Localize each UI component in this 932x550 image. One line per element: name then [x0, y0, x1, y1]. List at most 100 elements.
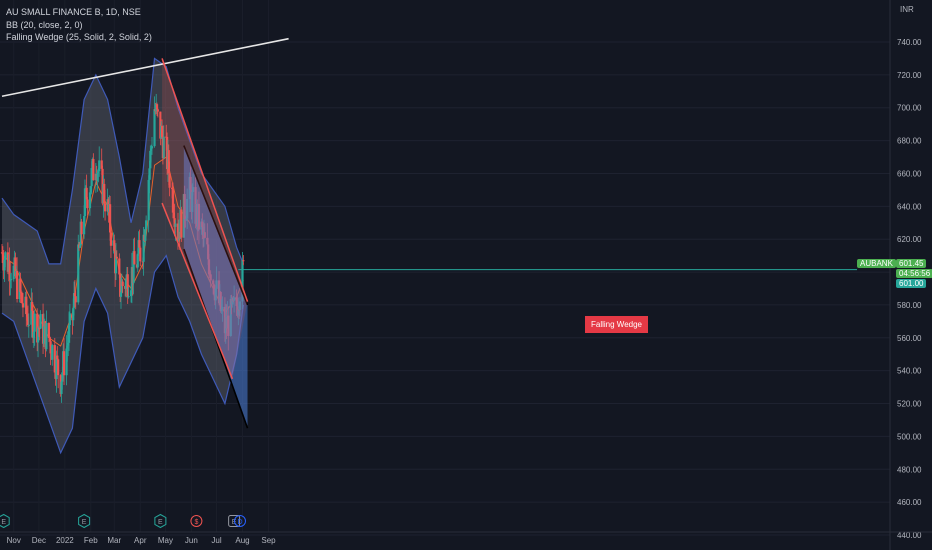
- candle-body: [96, 172, 99, 181]
- symbol-title[interactable]: AU SMALL FINANCE B, 1D, NSE: [6, 7, 141, 17]
- candle-body: [241, 260, 244, 302]
- candle-body: [167, 150, 170, 174]
- x-tick-label: Aug: [235, 536, 249, 545]
- wedge-upper-line: [161, 58, 249, 302]
- candle-body: [10, 279, 13, 281]
- candle-body: [45, 323, 48, 350]
- candle-body: [162, 136, 165, 159]
- candle-body: [176, 223, 180, 241]
- candle-body: [142, 234, 145, 262]
- x-tick-label: Mar: [107, 536, 121, 545]
- y-tick-label: 500.00: [897, 432, 922, 441]
- candle-body: [67, 325, 71, 343]
- bb-indicator-label[interactable]: BB (20, close, 2, 0): [6, 19, 83, 30]
- candle-body: [86, 199, 89, 209]
- candle-body: [83, 215, 86, 235]
- candle-body: [129, 290, 133, 297]
- candle-body: [98, 160, 101, 172]
- candle-body: [3, 259, 6, 271]
- candle-body: [159, 111, 162, 139]
- candle-body: [25, 296, 28, 315]
- y-tick-label: 540.00: [897, 367, 922, 376]
- candle-body: [126, 274, 129, 298]
- candle-body: [61, 372, 64, 382]
- candle-body: [113, 240, 116, 251]
- candle-body: [180, 209, 183, 238]
- x-tick-label: 2022: [56, 536, 74, 545]
- candle-body: [65, 348, 68, 376]
- candle-body: [155, 104, 159, 110]
- candle-body: [149, 150, 152, 169]
- candle-body: [124, 278, 128, 289]
- y-tick-label: 620.00: [897, 235, 922, 244]
- y-tick-label: 740.00: [897, 38, 922, 47]
- candle-body: [150, 146, 154, 149]
- candle-body: [138, 240, 141, 248]
- event-icon-letter: E: [82, 519, 87, 526]
- falling-wedge-label: Falling Wedge: [585, 316, 648, 333]
- candle-body: [30, 301, 33, 325]
- candle-body: [9, 280, 12, 282]
- candle-body: [132, 251, 135, 284]
- x-tick-label: Jun: [185, 536, 198, 545]
- y-tick-label: 720.00: [897, 71, 922, 80]
- d-event-icon: [233, 515, 246, 527]
- wedge-lower-line: [161, 202, 234, 380]
- channel-fill: [183, 145, 248, 429]
- candle-body: [33, 313, 36, 332]
- candle-body: [21, 292, 24, 304]
- candle-body: [31, 310, 35, 338]
- candle-body: [103, 203, 107, 212]
- candle-body: [39, 314, 42, 329]
- candle-body: [20, 291, 23, 293]
- candle-body: [115, 256, 118, 259]
- wedge-indicator-label[interactable]: Falling Wedge (25, Solid, 2, Solid, 2): [6, 32, 152, 42]
- countdown-tag: 04:56:56: [896, 269, 932, 278]
- x-tick-label: Sep: [261, 536, 276, 545]
- candle-body: [160, 125, 164, 138]
- candle-body: [53, 345, 56, 373]
- candle-body: [90, 168, 93, 187]
- candle-body: [100, 160, 103, 169]
- ticker-tag: AUBANK: [857, 259, 896, 268]
- y-tick-label: 660.00: [897, 169, 922, 178]
- x-tick-label: Apr: [134, 536, 147, 545]
- candle-body: [4, 252, 7, 260]
- candle-body: [74, 296, 77, 303]
- earnings-event-icon: [228, 515, 241, 527]
- candle-body: [119, 274, 122, 297]
- candle-body: [14, 257, 17, 277]
- candle-body: [150, 148, 153, 151]
- candle-body: [38, 328, 41, 330]
- candle-body: [1, 252, 4, 264]
- candle-body: [66, 345, 69, 349]
- y-tick-label: 640.00: [897, 202, 922, 211]
- y-tick-label: 580.00: [897, 301, 922, 310]
- candle-body: [26, 316, 30, 326]
- candle-body: [133, 251, 136, 265]
- candle-body: [83, 188, 87, 216]
- earnings-event-icon: [0, 513, 10, 529]
- x-tick-label: May: [158, 536, 173, 545]
- candle-body: [12, 265, 15, 280]
- candle-body: [242, 260, 245, 262]
- event-icon-letter: E: [158, 519, 163, 526]
- candle-body: [80, 221, 83, 235]
- candle-body: [153, 109, 156, 147]
- candle-body: [68, 313, 71, 326]
- candle-body: [31, 301, 34, 311]
- candle-body: [103, 183, 106, 204]
- chart-legend: AU SMALL FINANCE B, 1D, NSE BB (20, clos…: [6, 6, 152, 44]
- y-tick-label: 680.00: [897, 137, 922, 146]
- candle-body: [127, 296, 130, 298]
- price-tag: 601.45: [896, 259, 927, 268]
- currency-label: INR: [900, 5, 914, 14]
- candle-body: [89, 186, 92, 193]
- event-icon-letter: $: [194, 519, 198, 526]
- candle-body: [56, 355, 59, 360]
- candle-body: [172, 212, 175, 219]
- channel-top-line: [183, 145, 249, 306]
- candle-body: [88, 192, 92, 209]
- candle-body: [32, 331, 35, 338]
